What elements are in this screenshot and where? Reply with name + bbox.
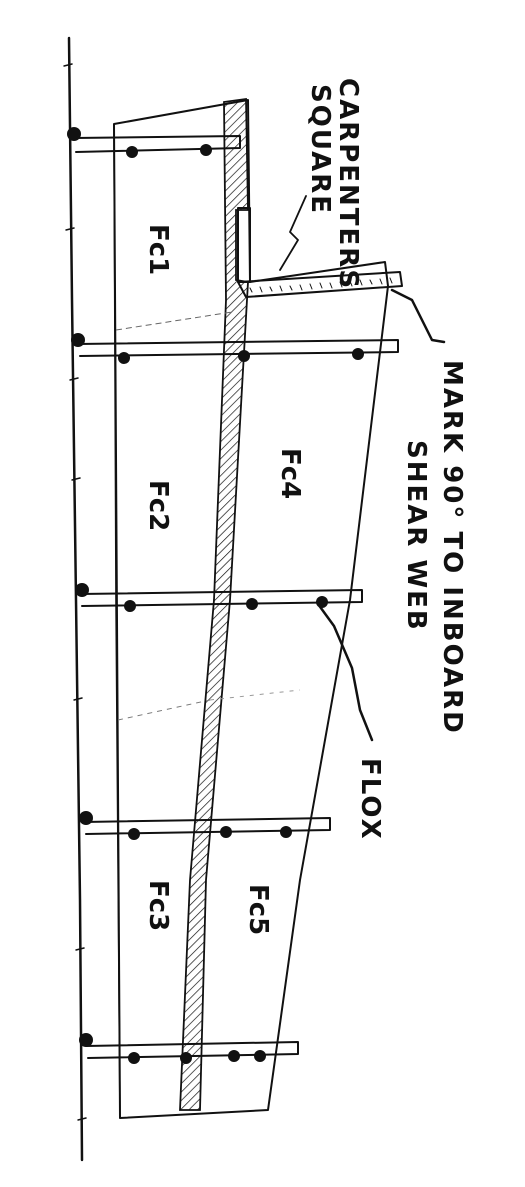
- callout-mark-line1: MARK 90° TO INBOARD: [437, 360, 467, 735]
- reference-ticks: [63, 63, 87, 1121]
- weight-dots: [67, 127, 364, 1064]
- panel-label-fc3: Fc3: [143, 880, 173, 931]
- inner-edge: [113, 123, 121, 1119]
- panel-label-fc2: Fc2: [143, 480, 173, 531]
- panel-label-fc5: Fc5: [243, 884, 273, 935]
- leader-lines: [279, 195, 446, 742]
- panel-outline: [113, 99, 389, 1119]
- callout-flox: FLOX: [355, 758, 385, 841]
- callout-mark-line2: SHEAR WEB: [401, 440, 431, 632]
- callout-carpenters: CARPENTERS: [333, 78, 363, 290]
- carpenters-square: [237, 207, 403, 298]
- reference-line: [67, 36, 84, 1162]
- callout-square: SQUARE: [305, 84, 335, 215]
- panel-label-fc1: Fc1: [143, 224, 173, 275]
- panel-label-fc4: Fc4: [275, 448, 305, 499]
